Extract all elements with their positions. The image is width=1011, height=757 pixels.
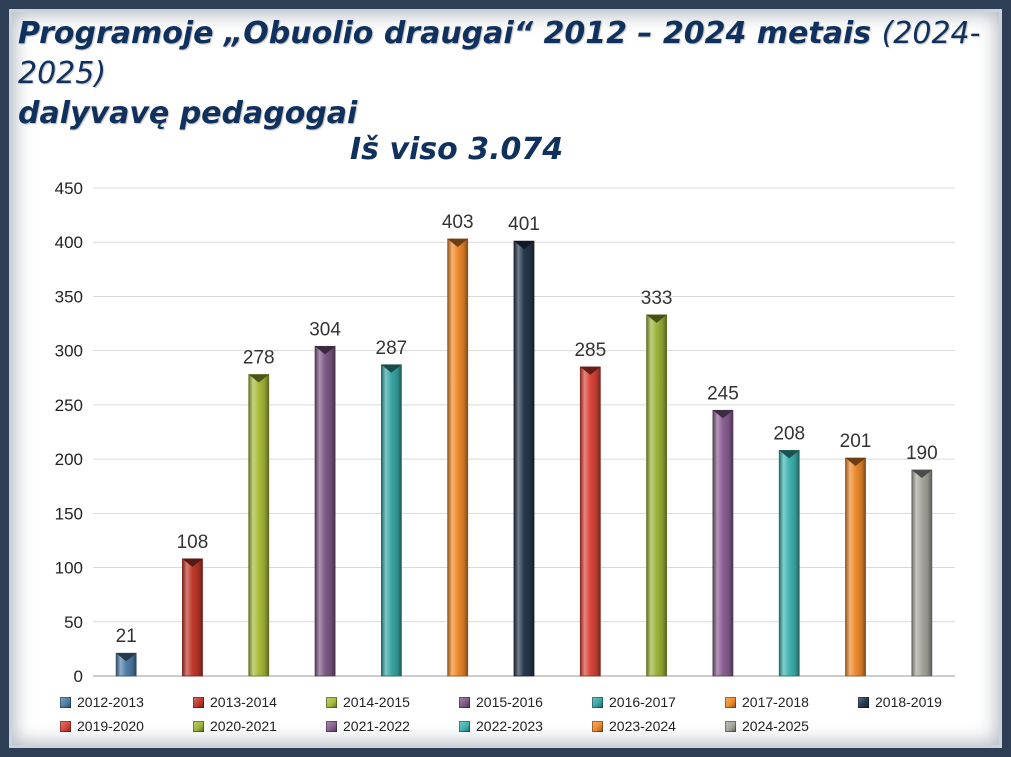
legend-label: 2012-2013 xyxy=(77,694,144,710)
legend-label: 2022-2023 xyxy=(476,718,543,734)
data-label: 190 xyxy=(906,443,938,464)
bar-2016-2017 xyxy=(380,364,402,677)
legend-item: 2015-2016 xyxy=(459,694,592,710)
legend-item: 2024-2025 xyxy=(725,718,858,734)
y-tick-label: 350 xyxy=(55,287,83,306)
legend-item: 2014-2015 xyxy=(326,694,459,710)
data-label: 245 xyxy=(707,383,739,404)
legend-label: 2019-2020 xyxy=(77,718,144,734)
bar-2024-2025 xyxy=(911,469,933,677)
legend-item: 2021-2022 xyxy=(326,718,459,734)
legend-item: 2013-2014 xyxy=(193,694,326,710)
legend-item: 2023-2024 xyxy=(592,718,725,734)
legend-swatch xyxy=(858,696,869,708)
bar-2020-2021 xyxy=(646,314,668,677)
y-tick-label: 150 xyxy=(55,504,83,523)
legend-swatch xyxy=(326,696,337,708)
bar-cap xyxy=(514,241,534,250)
data-label: 278 xyxy=(243,348,275,369)
bar-2021-2022 xyxy=(712,409,734,677)
legend-swatch xyxy=(193,720,204,732)
data-label: 401 xyxy=(508,214,540,235)
y-tick-label: 300 xyxy=(55,342,83,361)
y-tick-label: 100 xyxy=(55,559,83,578)
bar-cap xyxy=(381,364,402,373)
title-line2: dalyvavę pedagogai xyxy=(18,96,358,131)
legend-item: 2020-2021 xyxy=(193,718,326,734)
legend-label: 2020-2021 xyxy=(210,718,277,734)
bar-2022-2023 xyxy=(778,450,800,677)
chart-legend: 2012-2013 2013-2014 2014-2015 2015-2016 2016… xyxy=(60,694,980,734)
legend-label: 2024-2025 xyxy=(742,718,809,734)
legend-swatch xyxy=(459,720,470,732)
data-label: 21 xyxy=(116,626,137,647)
bar-2013-2014 xyxy=(182,558,203,677)
y-tick-label: 400 xyxy=(55,233,83,252)
bar-cap xyxy=(447,238,468,247)
data-label: 333 xyxy=(641,288,673,309)
legend-label: 2015-2016 xyxy=(476,694,543,710)
bar-cap xyxy=(779,450,800,459)
bar-cap xyxy=(248,374,269,383)
legend-swatch xyxy=(459,696,470,708)
y-tick-label: 0 xyxy=(74,667,83,686)
legend-swatch xyxy=(725,720,736,732)
y-tick-label: 200 xyxy=(55,450,83,469)
bar-2023-2024 xyxy=(845,457,866,677)
chart-title: Iš viso 3.074 xyxy=(350,132,564,167)
legend-swatch xyxy=(193,696,204,708)
legend-label: 2013-2014 xyxy=(210,694,277,710)
data-label: 108 xyxy=(177,532,209,553)
legend-swatch xyxy=(592,720,603,732)
title-paren: (2024-2025) xyxy=(18,16,981,91)
bar-2014-2015 xyxy=(248,374,270,677)
data-label: 287 xyxy=(376,338,408,359)
bar-2019-2020 xyxy=(579,366,601,677)
y-tick-label: 450 xyxy=(55,179,83,198)
bar-cap xyxy=(580,366,601,375)
bar-cap xyxy=(182,558,203,567)
bar-2015-2016 xyxy=(314,345,336,677)
slide-title: Programoje „Obuolio draugai“ 2012 – 2024… xyxy=(18,14,998,134)
bar-cap xyxy=(845,458,866,467)
legend-swatch xyxy=(326,720,337,732)
title-main: Programoje „Obuolio draugai“ 2012 – 2024… xyxy=(18,16,872,51)
legend-item: 2016-2017 xyxy=(592,694,725,710)
y-tick-label: 250 xyxy=(55,396,83,415)
legend-item: 2012-2013 xyxy=(60,694,193,710)
data-label: 285 xyxy=(574,340,606,361)
legend-item: 2017-2018 xyxy=(725,694,858,710)
data-label: 403 xyxy=(442,212,474,233)
bar-2017-2018 xyxy=(447,238,469,677)
bar-cap xyxy=(911,469,932,478)
legend-swatch xyxy=(60,696,71,708)
bar-2018-2019 xyxy=(513,240,535,677)
legend-label: 2016-2017 xyxy=(609,694,676,710)
legend-swatch xyxy=(592,696,603,708)
legend-label: 2018-2019 xyxy=(875,694,942,710)
data-label: 304 xyxy=(309,319,341,340)
legend-label: 2023-2024 xyxy=(609,718,676,734)
bar-cap xyxy=(315,346,336,355)
y-tick-label: 50 xyxy=(64,613,83,632)
bar-cap xyxy=(646,314,667,323)
legend-swatch xyxy=(60,720,71,732)
legend-swatch xyxy=(725,696,736,708)
legend-label: 2021-2022 xyxy=(343,718,410,734)
legend-item: 2018-2019 xyxy=(858,694,991,710)
data-label: 208 xyxy=(773,423,805,444)
legend-item: 2019-2020 xyxy=(60,718,193,734)
bar-cap xyxy=(116,653,137,662)
bar-cap xyxy=(712,410,733,419)
legend-item: 2022-2023 xyxy=(459,718,592,734)
legend-label: 2017-2018 xyxy=(742,694,809,710)
data-label: 201 xyxy=(840,431,872,452)
legend-label: 2014-2015 xyxy=(343,694,410,710)
